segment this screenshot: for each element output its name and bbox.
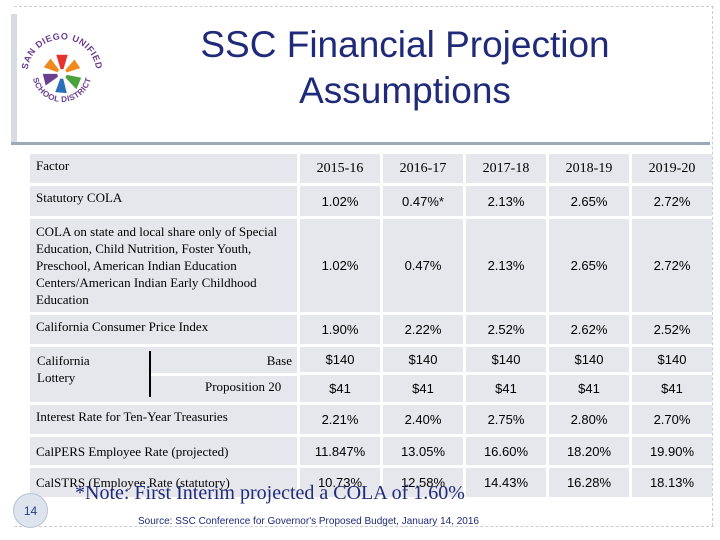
district-logo: SAN DIEGO UNIFIED SCHOOL DISTRICT [20,31,104,104]
slide-frame-top [14,6,714,7]
row-label-california-lottery: California Lottery Base Proposition 20 [30,347,297,402]
table-cell: $140 [632,347,712,372]
slide-frame-bottom [14,526,714,527]
table-cell: 2.62% [549,315,629,344]
header-year-2017-18: 2017-18 [466,154,546,183]
row-label-statutory-cola: Statutory COLA [30,186,297,216]
table-cell: 2.80% [549,405,629,434]
row-label-treasury-rate: Interest Rate for Ten-Year Treasuries [30,405,297,434]
table-cell: 12.58% [383,468,463,497]
table-cell: $140 [300,347,380,372]
table-cell: 2.65% [549,219,629,312]
slide-left-accent-bar [11,14,17,144]
footnote: *Note: First Interim projected a COLA of… [75,482,465,504]
lottery-prop20-label: Proposition 20 [205,379,282,394]
lottery-divider [149,351,151,397]
table-cell: 1.02% [300,219,380,312]
table-cell: 14.43% [466,468,546,497]
header-year-2019-20: 2019-20 [632,154,712,183]
slide-title: SSC Financial Projection Assumptions [140,22,670,114]
table-cell: 13.05% [383,437,463,465]
table-cell: $41 [549,375,629,402]
table-cell: 1.02% [300,186,380,216]
table-cell: $140 [466,347,546,372]
row-label-cola-special-programs: COLA on state and local share only of Sp… [30,219,297,312]
row-label-california-cpi: California Consumer Price Index [30,315,297,344]
lottery-base-label: Base [266,353,292,368]
table-cell: 0.47% [383,219,463,312]
table-cell: 2.52% [632,315,712,344]
table-cell: 1.90% [300,315,380,344]
table-cell: 10.73% [300,468,380,497]
table-cell: $140 [383,347,463,372]
table-cell: 2.65% [549,186,629,216]
table-cell: $41 [632,375,712,402]
table-cell: 2.40% [383,405,463,434]
slide-title-line2: Assumptions [299,70,511,111]
table-cell: 19.90% [632,437,712,465]
table-cell: 2.52% [466,315,546,344]
table-cell: 2.72% [632,186,712,216]
assumptions-table: Factor 2015-16 2016-17 2017-18 2018-19 2… [30,154,712,497]
table-cell: 11.847% [300,437,380,465]
header-year-2016-17: 2016-17 [383,154,463,183]
table-cell: 2.13% [466,186,546,216]
table-cell: 16.60% [466,437,546,465]
lottery-group-label: California Lottery [37,353,90,385]
table-cell: 2.13% [466,219,546,312]
table-cell: 18.13% [632,468,712,497]
slide-frame-right [712,6,713,526]
header-year-2015-16: 2015-16 [300,154,380,183]
table-cell: 0.47%* [383,186,463,216]
table-cell: 2.75% [466,405,546,434]
header-year-2018-19: 2018-19 [549,154,629,183]
table-cell: $41 [300,375,380,402]
header-factor: Factor [30,154,297,183]
table-cell: $41 [383,375,463,402]
row-label-calpers: CalPERS Employee Rate (projected) [30,437,297,465]
table-cell: $140 [549,347,629,372]
table-cell: $41 [466,375,546,402]
header-divider [11,142,710,145]
table-cell: 2.72% [632,219,712,312]
table-cell: 2.21% [300,405,380,434]
table-cell: 16.28% [549,468,629,497]
row-label-calstrs: CalSTRS (Employee Rate (statutory) [30,468,297,497]
slide-title-line1: SSC Financial Projection [200,24,610,65]
page-number-badge: 14 [13,493,48,528]
source-citation: Source: SSC Conference for Governor's Pr… [138,516,479,527]
table-cell: 2.70% [632,405,712,434]
table-cell: 18.20% [549,437,629,465]
lottery-row-gap [151,373,297,376]
table-cell: 2.22% [383,315,463,344]
